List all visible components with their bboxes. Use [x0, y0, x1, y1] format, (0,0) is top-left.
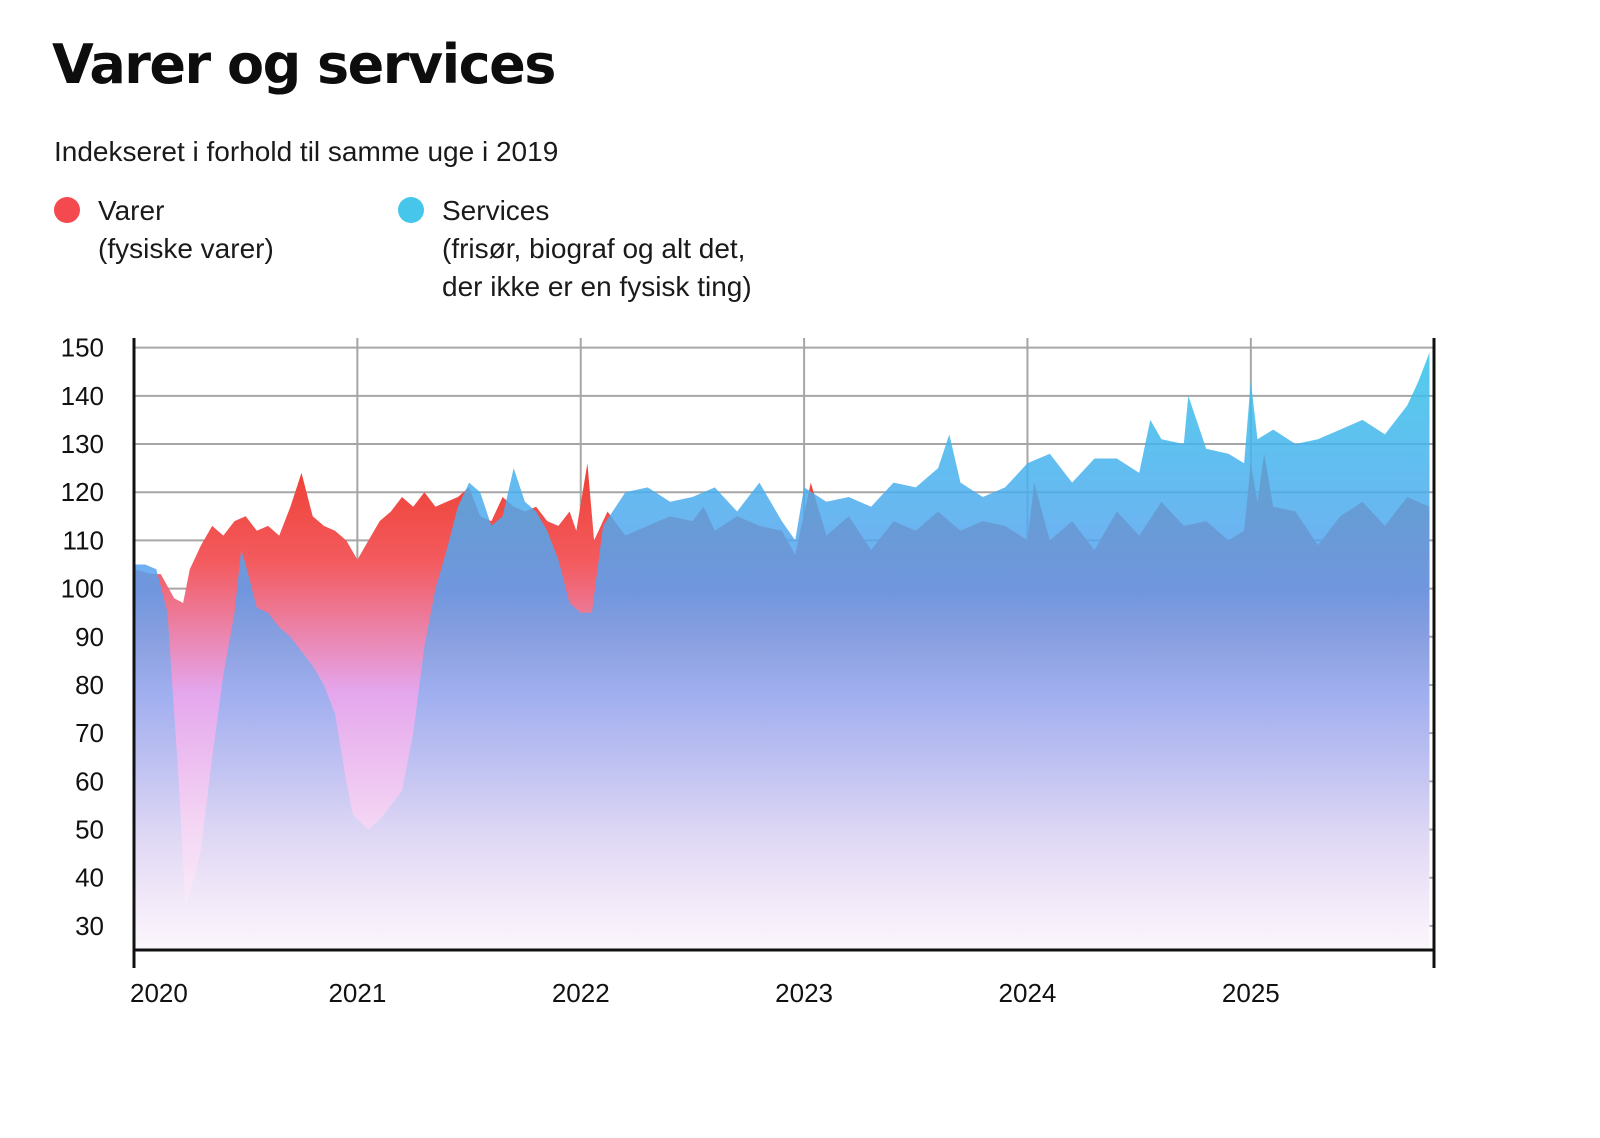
y-tick-label: 120	[61, 477, 104, 507]
y-tick-label: 30	[75, 911, 104, 941]
x-tick-label: 2021	[328, 978, 386, 1008]
y-tick-label: 50	[75, 815, 104, 845]
axes	[132, 338, 1436, 968]
x-tick-label: 2024	[999, 978, 1057, 1008]
legend-desc-services-line1: (frisør, biograf og alt det,	[442, 233, 746, 264]
series-area-services	[134, 352, 1430, 950]
y-tick-label: 40	[75, 863, 104, 893]
series-areas	[134, 352, 1430, 950]
y-tick-label: 80	[75, 670, 104, 700]
legend-desc-varer: (fysiske varer)	[98, 233, 274, 264]
y-tick-label: 90	[75, 622, 104, 652]
y-tick-label: 150	[61, 333, 104, 363]
x-tick-label: 2025	[1222, 978, 1280, 1008]
y-axis-ticks: 30 40 50 60 70 80 90 100 110 120 130 140 150	[61, 333, 104, 941]
y-tick-label: 70	[75, 718, 104, 748]
x-axis-ticks: 2020 2021 2022 2023 2024 2025	[130, 978, 1280, 1008]
y-tick-label: 140	[61, 381, 104, 411]
legend-item-services: Services (frisør, biograf og alt det, de…	[398, 192, 752, 306]
y-tick-label: 60	[75, 766, 104, 796]
legend-desc-services-line2: der ikke er en fysisk ting)	[442, 271, 752, 302]
legend-label-services: Services	[442, 195, 550, 226]
x-tick-label: 2020	[130, 978, 188, 1008]
chart-subtitle: Indekseret i forhold til samme uge i 201…	[54, 136, 559, 167]
x-tick-label: 2022	[552, 978, 610, 1008]
x-tick-label: 2023	[775, 978, 833, 1008]
legend-label-varer: Varer	[98, 195, 165, 226]
legend-dot-services-icon	[398, 197, 424, 223]
y-tick-label: 100	[61, 574, 104, 604]
chart-title: Varer og services	[52, 33, 556, 96]
legend-item-varer: Varer (fysiske varer)	[54, 192, 274, 268]
y-tick-label: 130	[61, 429, 104, 459]
legend-dot-varer-icon	[54, 197, 80, 223]
y-tick-label: 110	[63, 525, 104, 555]
